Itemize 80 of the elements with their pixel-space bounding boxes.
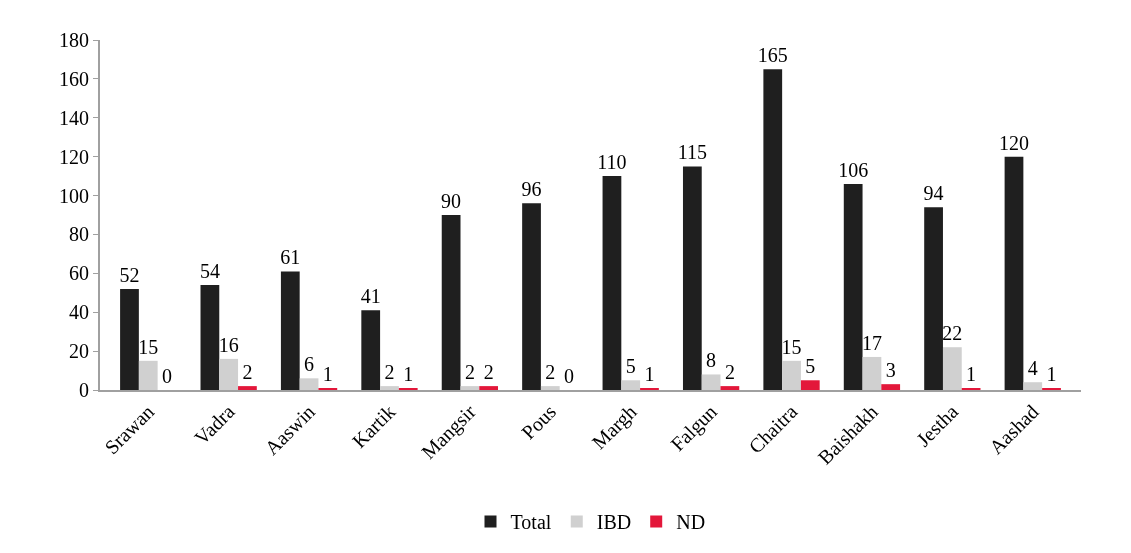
bar xyxy=(219,358,239,390)
bar xyxy=(720,386,740,390)
bar xyxy=(460,386,480,390)
y-tick-label: 20 xyxy=(69,340,89,363)
bar xyxy=(200,285,220,390)
bar xyxy=(280,271,300,390)
data-label: 90 xyxy=(441,190,462,212)
legend-label: IBD xyxy=(596,511,632,534)
y-tick-label: 40 xyxy=(69,301,89,324)
bar xyxy=(602,176,622,390)
data-label: 94 xyxy=(923,182,944,205)
bar xyxy=(138,360,158,390)
legend-label: Total xyxy=(510,511,552,534)
y-tick-label: 60 xyxy=(69,262,89,285)
data-label: 41 xyxy=(360,285,381,308)
bar xyxy=(843,183,863,390)
y-tick-label: 100 xyxy=(59,184,89,207)
data-label: 3 xyxy=(885,359,896,382)
data-label: 96 xyxy=(521,178,542,201)
data-label: 15 xyxy=(138,335,159,358)
y-tick-label: 160 xyxy=(59,67,89,90)
data-label: 1 xyxy=(403,363,414,385)
data-label: 22 xyxy=(942,322,963,345)
bar xyxy=(238,386,257,390)
y-tick-label: 0 xyxy=(79,379,89,401)
data-label: 1 xyxy=(644,363,655,385)
x-tick-label: Vadra xyxy=(190,400,239,449)
data-label: 0 xyxy=(564,365,575,387)
data-label: 16 xyxy=(218,333,239,356)
data-label: 115 xyxy=(677,141,707,164)
bar xyxy=(800,380,820,390)
bar xyxy=(361,310,381,390)
data-label: 1 xyxy=(322,363,333,385)
y-tick-label: 120 xyxy=(59,145,89,168)
bar xyxy=(621,380,641,390)
y-tick-label: 140 xyxy=(59,106,89,129)
data-label: 110 xyxy=(597,151,627,174)
data-label: 2 xyxy=(242,361,253,384)
y-tick-label: 180 xyxy=(59,29,89,51)
data-label: 17 xyxy=(861,331,882,354)
bar xyxy=(682,166,702,390)
data-label: 1 xyxy=(1046,363,1057,385)
bar xyxy=(120,288,139,390)
bar xyxy=(299,378,319,390)
data-label: 0 xyxy=(162,365,173,387)
bar xyxy=(540,386,560,390)
bar xyxy=(522,203,541,390)
bar xyxy=(479,386,499,390)
bar xyxy=(441,215,461,390)
data-label: 2 xyxy=(464,361,475,384)
data-label: 106 xyxy=(838,158,869,181)
data-label: 5 xyxy=(625,355,636,378)
data-label: 52 xyxy=(119,263,140,286)
data-label: 6 xyxy=(304,353,315,376)
bar xyxy=(1004,156,1024,390)
data-label: 15 xyxy=(781,335,802,358)
bar xyxy=(701,374,721,390)
bar xyxy=(1023,382,1043,390)
bar xyxy=(881,384,901,390)
data-label: 165 xyxy=(757,44,788,67)
bar xyxy=(380,386,399,390)
bar xyxy=(924,207,943,390)
bar xyxy=(763,69,783,390)
legend-label: ND xyxy=(676,511,706,534)
bar xyxy=(942,347,962,390)
bar xyxy=(862,356,882,390)
data-label: 2 xyxy=(384,361,395,384)
data-label: 5 xyxy=(805,355,816,378)
y-tick-label: 80 xyxy=(69,223,89,246)
data-label: 4 xyxy=(1027,357,1038,380)
data-label: 1 xyxy=(966,363,977,385)
data-label: 54 xyxy=(199,260,220,282)
bar xyxy=(782,360,801,390)
x-tick-label: Pous xyxy=(517,400,561,444)
data-label: 2 xyxy=(545,361,556,384)
data-label: 2 xyxy=(483,361,494,384)
data-label: 8 xyxy=(706,349,717,372)
data-label: 120 xyxy=(998,131,1029,154)
data-label: 2 xyxy=(724,361,735,384)
data-label: 61 xyxy=(280,246,301,269)
